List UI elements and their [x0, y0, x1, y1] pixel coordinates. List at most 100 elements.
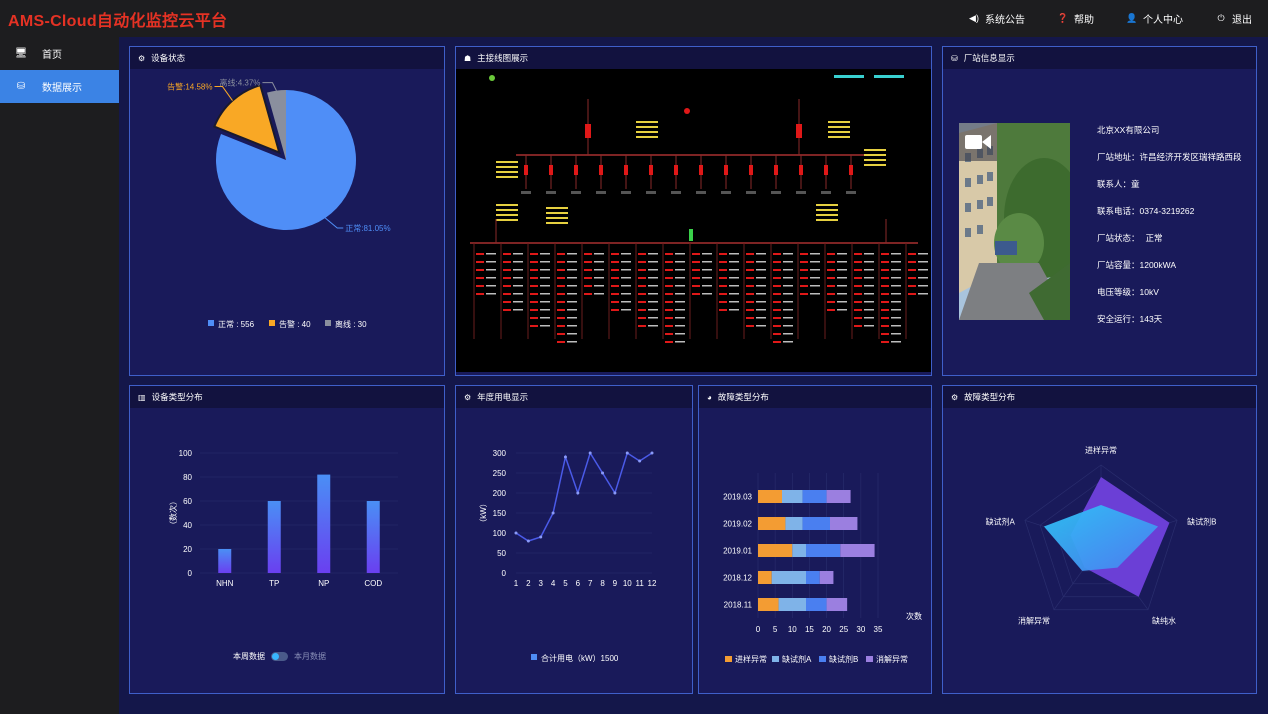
pie-leader-line	[262, 82, 277, 91]
station-voltage: 电压等级：10kV	[1097, 287, 1159, 297]
breaker	[530, 309, 538, 311]
breaker	[773, 325, 781, 327]
sitemap-icon: ☗	[464, 53, 472, 63]
video-camera-icon[interactable]	[959, 123, 997, 161]
breaker	[665, 325, 673, 327]
breaker	[692, 285, 700, 287]
breaker	[638, 285, 646, 287]
feeder-label-block	[756, 261, 766, 263]
bar-segment	[806, 544, 841, 557]
feeder-label-block	[756, 309, 766, 311]
feeder-label-block	[567, 253, 577, 255]
power-icon: ⏻	[1217, 13, 1225, 23]
breaker	[665, 309, 673, 311]
feeder-label-block	[837, 301, 847, 303]
feeder-label-block	[837, 253, 847, 255]
feeder-label-block	[486, 253, 496, 255]
sidebar-item-home[interactable]: 🖥 首页	[0, 37, 119, 70]
y-tick-label: 80	[183, 473, 192, 482]
cubes-icon: ⛁	[16, 81, 26, 92]
breaker	[638, 269, 646, 271]
breaker	[557, 333, 565, 335]
y-tick-label: 0	[188, 569, 193, 578]
panel-title: 设备状态	[151, 53, 186, 63]
breaker	[611, 301, 619, 303]
feeder-label-block	[486, 261, 496, 263]
feeder-label-block	[567, 333, 577, 335]
toggle-month-label[interactable]: 本月数据	[294, 652, 326, 661]
breaker	[530, 293, 538, 295]
breaker	[692, 261, 700, 263]
measurement-readout	[828, 136, 850, 138]
breaker	[557, 325, 565, 327]
legend-swatch	[325, 320, 331, 326]
toggle-switch[interactable]	[271, 652, 288, 661]
panel-header: ⚙ 故障类型分布	[943, 386, 1256, 408]
breaker	[773, 333, 781, 335]
feeder-label-block	[540, 317, 550, 319]
breaker	[665, 269, 673, 271]
breaker	[746, 293, 754, 295]
measurement-readout	[546, 217, 568, 219]
breaker	[800, 269, 808, 271]
x-tick-label: 11	[635, 579, 644, 588]
breaker	[719, 269, 727, 271]
feeder-label-block	[837, 293, 847, 295]
breaker	[881, 333, 889, 335]
breaker	[638, 293, 646, 295]
measurement-readout	[546, 222, 568, 224]
incoming-breaker	[796, 124, 802, 138]
breaker	[530, 261, 538, 263]
breaker	[557, 285, 565, 287]
sidebar-item-data-display[interactable]: ⛁ 数据展示	[0, 70, 119, 103]
breaker	[773, 277, 781, 279]
feeder-label-block	[783, 317, 793, 319]
feeder-label-block	[702, 269, 712, 271]
radar-indicator-label: 消解异常	[1018, 616, 1050, 626]
data-point	[526, 539, 530, 543]
logout-link[interactable]: ⏻ 退出	[1215, 11, 1252, 26]
help-link[interactable]: ❓ 帮助	[1057, 11, 1094, 26]
app-title: AMS-Cloud自动化监控云平台	[8, 12, 228, 30]
x-tick-label: 12	[648, 579, 657, 588]
speaker-icon: ◀)	[969, 13, 979, 23]
fault-stacked-bar-chart: 0 5 10 15 20 25 30 35 次数 2018.11 2018.12 2019.01 201…	[723, 473, 922, 664]
breaker	[638, 277, 646, 279]
panel-header: ⛁ 厂站信息显示	[943, 47, 1256, 69]
breaker	[638, 317, 646, 319]
breaker	[908, 269, 916, 271]
feeder-label-block	[648, 269, 658, 271]
feeder-label-block	[675, 325, 685, 327]
breaker	[881, 253, 889, 255]
feeder-label-block	[864, 325, 874, 327]
gear-icon: ⚙	[138, 53, 146, 63]
breaker	[611, 277, 619, 279]
toggle-week-label[interactable]: 本周数据	[233, 652, 265, 661]
notice-link[interactable]: ◀) 系统公告	[968, 11, 1025, 26]
bar-segment	[840, 544, 875, 557]
feeder-label-block	[756, 277, 766, 279]
feeder-label-block	[594, 293, 604, 295]
breaker	[908, 261, 916, 263]
feeder-label-block	[864, 309, 874, 311]
feeder-label-block	[540, 269, 550, 271]
feeder-label-block	[675, 317, 685, 319]
breaker	[584, 261, 592, 263]
feeder-label-block	[621, 253, 631, 255]
feeder-label-block	[594, 269, 604, 271]
user-center-link[interactable]: 👤 个人中心	[1126, 11, 1183, 26]
feeder-label-block	[756, 285, 766, 287]
feeder-label-block	[671, 191, 681, 194]
breaker	[476, 253, 484, 255]
x-tick-label: 2	[526, 579, 531, 588]
breaker	[854, 277, 862, 279]
sidebar: 🖥 首页 ⛁ 数据展示	[0, 37, 119, 714]
breaker	[827, 277, 835, 279]
pie-slice-label: 告警:14.58%	[167, 82, 212, 92]
breaker	[908, 293, 916, 295]
data-point	[613, 491, 617, 495]
pie-slice-label: 正常:81.05%	[345, 224, 390, 233]
data-point	[625, 451, 629, 455]
breaker	[773, 341, 781, 343]
bar-chart-icon: ▥	[138, 392, 146, 402]
